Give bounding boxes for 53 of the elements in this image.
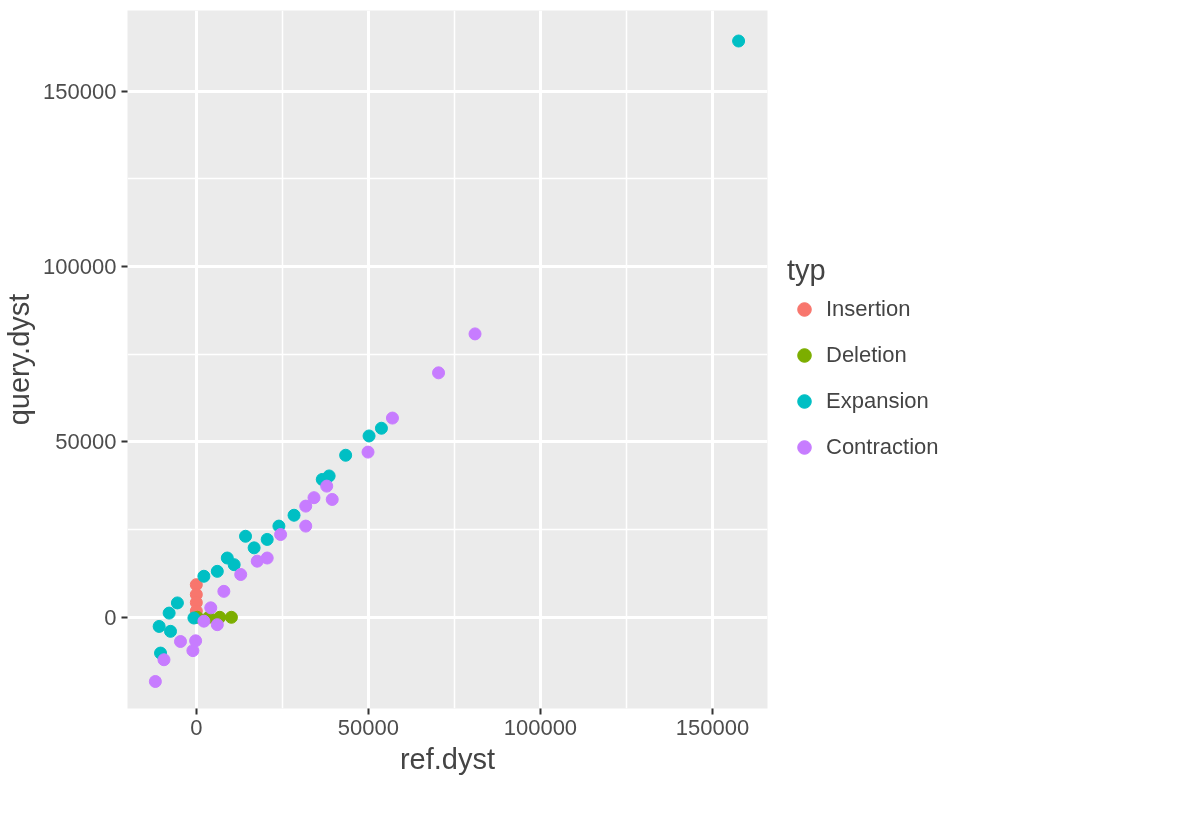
point [322,469,336,483]
point [210,564,224,578]
point [732,34,746,48]
point [197,614,211,628]
point [162,606,176,620]
point [189,634,203,648]
point [239,529,253,543]
point [204,601,218,615]
x-tick-label: 100000 [503,714,578,740]
point [164,624,178,638]
y-tick-label: 150000 [43,78,117,104]
point [227,558,241,572]
point [247,541,261,555]
point [148,675,162,688]
point [299,519,313,533]
y-tick-label: 0 [104,604,117,630]
point [250,554,264,568]
point [287,508,301,522]
point [170,596,184,610]
x-tick-label: 0 [190,714,203,740]
y-tick-label: 100000 [43,254,117,280]
point [152,619,166,633]
point [234,568,248,581]
point [374,421,388,435]
legend-label: Contraction [826,433,939,461]
point [217,584,231,598]
point [432,366,446,380]
y-axis-title: query.dyst [3,293,36,426]
point [260,532,274,546]
point [385,411,399,425]
point [361,445,375,459]
point [157,653,171,667]
legend-label: Expansion [826,387,929,415]
point [307,491,321,505]
x-tick-label: 150000 [675,714,750,740]
point [173,635,187,648]
legend-title: typ [787,254,827,287]
point [299,499,313,513]
point [468,327,482,341]
point [325,492,339,506]
point [274,528,288,542]
point [320,479,334,493]
legend-label: Insertion [826,295,911,323]
x-tick-label: 50000 [337,714,399,740]
point [362,429,376,443]
y-tick-label: 50000 [55,429,117,455]
point [339,448,353,462]
point [210,618,224,632]
legend-label: Deletion [826,341,907,369]
point [260,551,274,565]
x-axis-title: ref.dyst [399,742,496,775]
point [224,610,238,624]
point [197,569,211,583]
